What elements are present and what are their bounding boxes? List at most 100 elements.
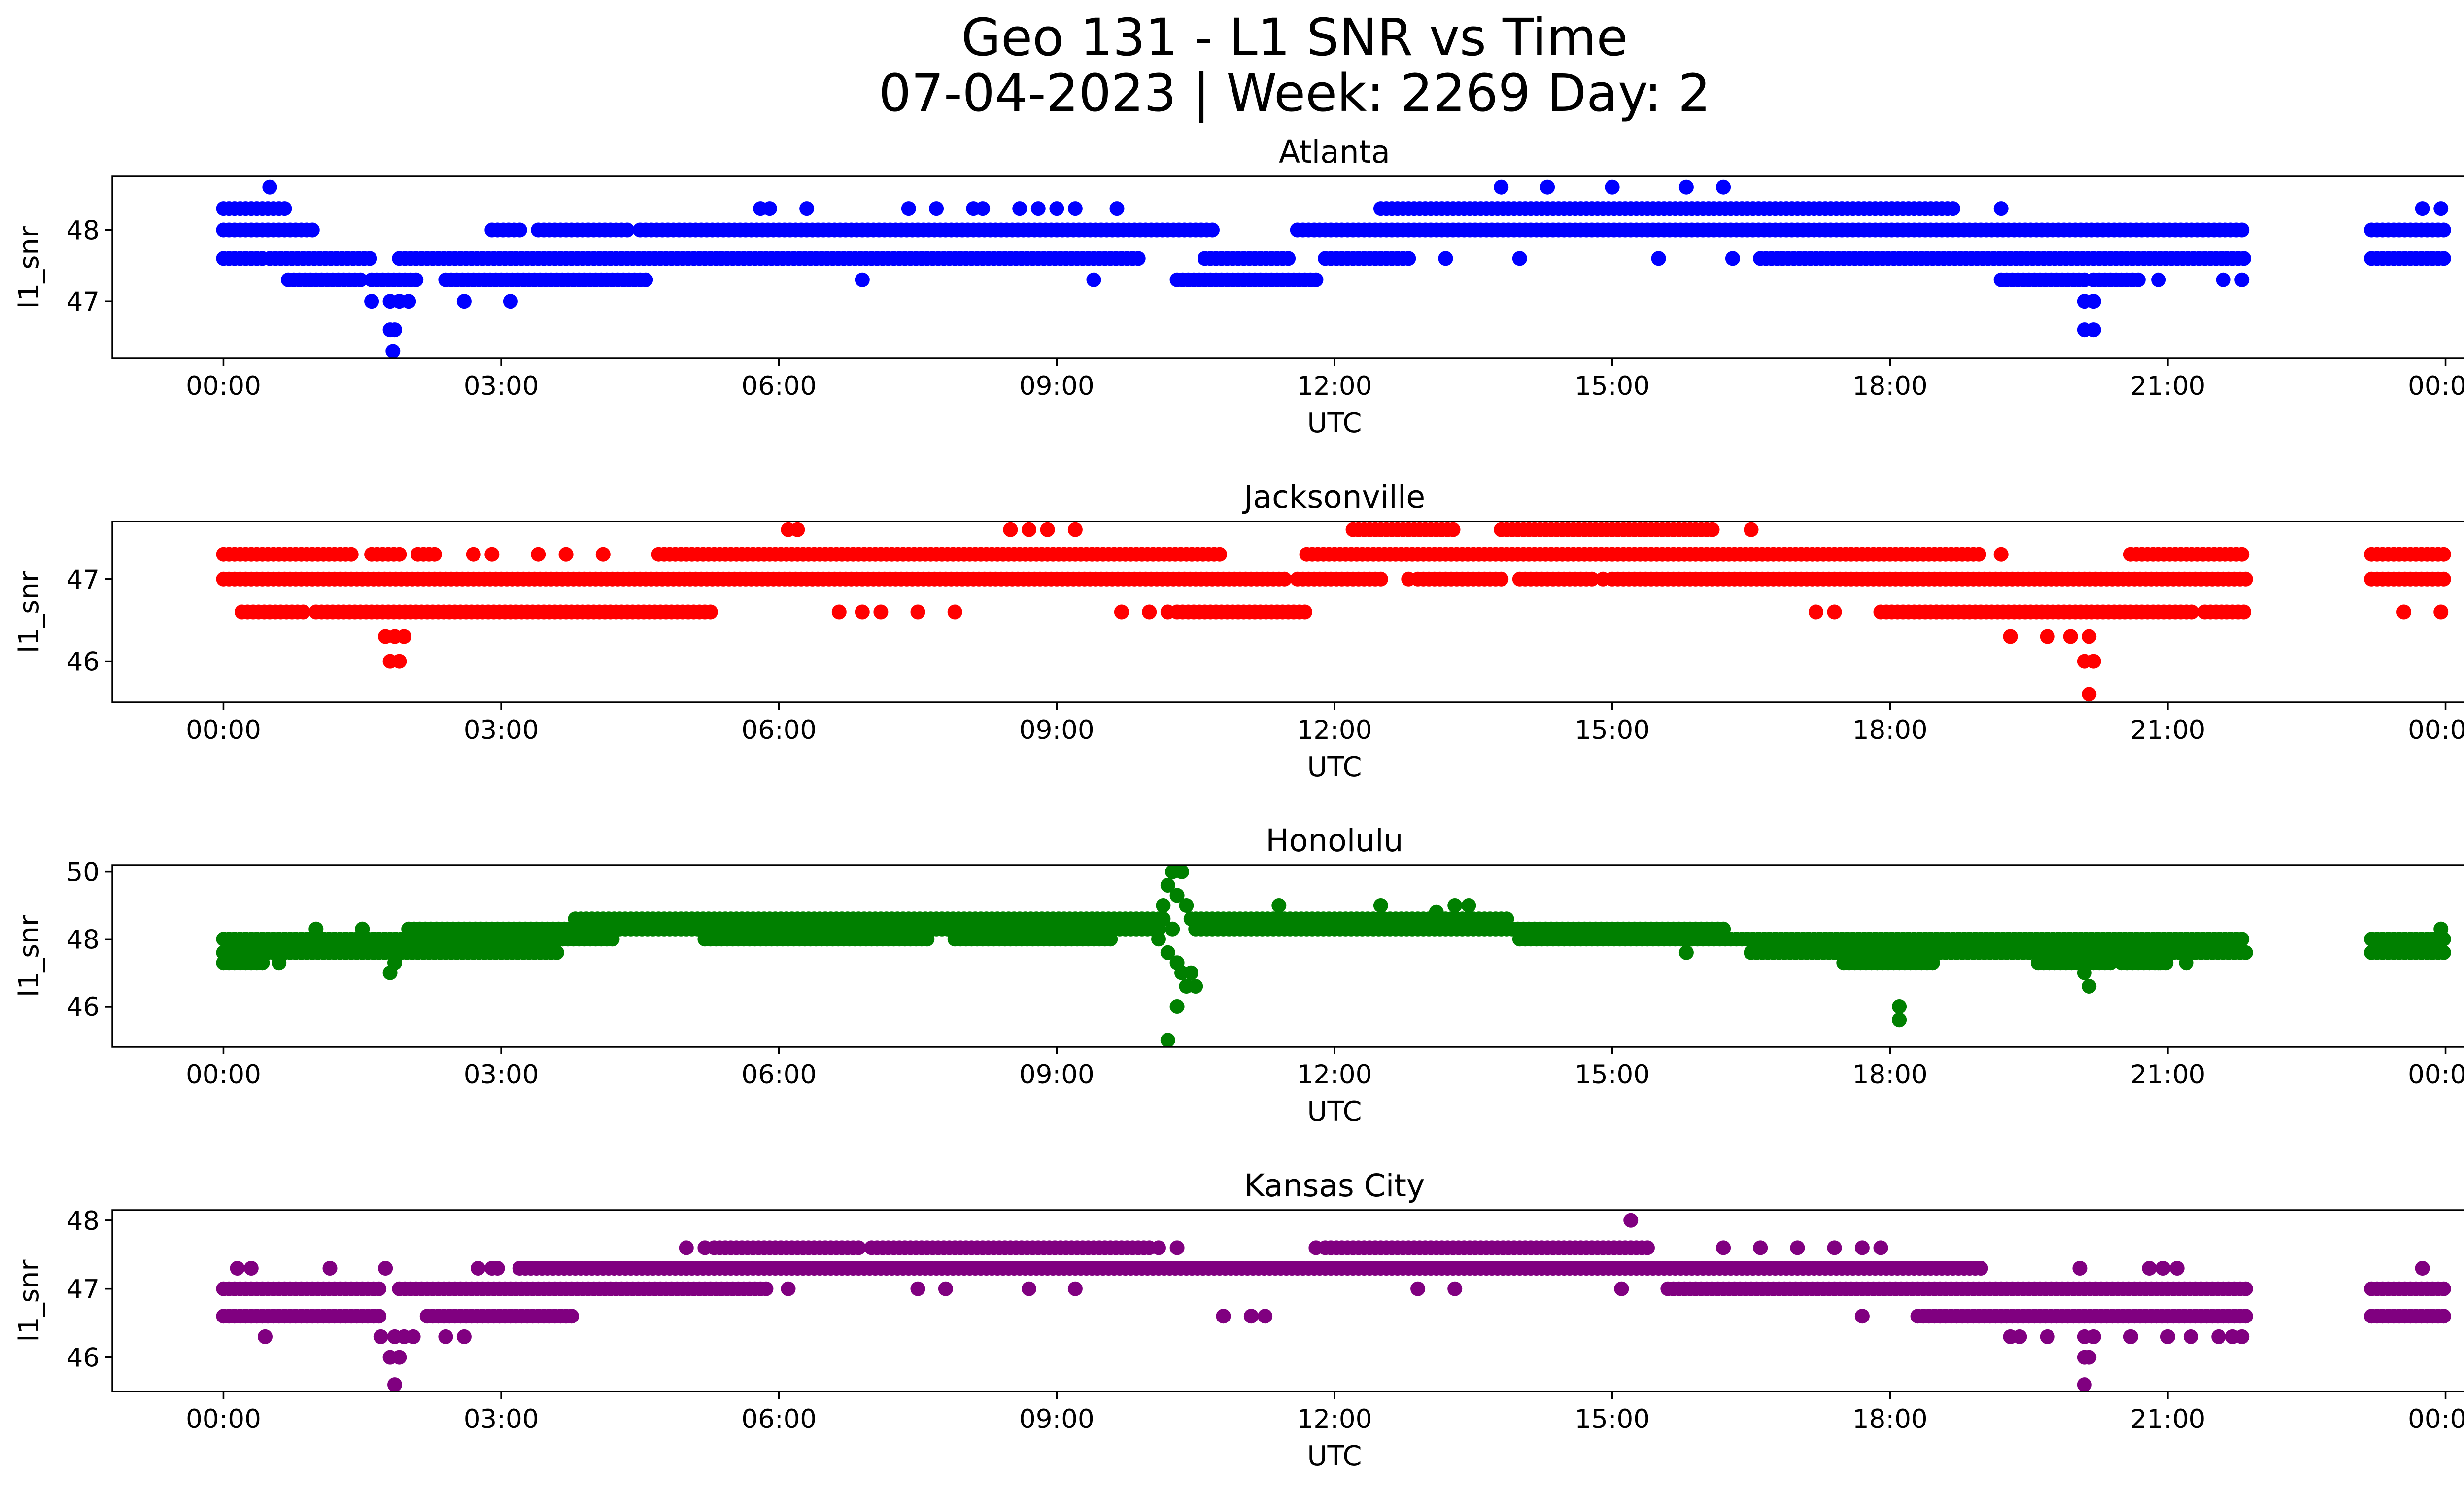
data-point xyxy=(2236,604,2251,620)
x-tick-label: 21:00 xyxy=(2130,1060,2206,1090)
data-point xyxy=(1447,1281,1463,1296)
scatter-series xyxy=(216,179,2451,359)
data-point xyxy=(1971,547,1986,562)
data-point xyxy=(2234,547,2250,562)
data-point xyxy=(2436,945,2451,960)
data-point xyxy=(1169,888,1185,903)
y-axis-label: l1_snr xyxy=(13,914,45,997)
data-point xyxy=(1614,1281,1629,1296)
data-point xyxy=(1183,911,1198,927)
data-point xyxy=(2130,272,2146,287)
data-point xyxy=(1022,1281,1036,1296)
x-tick-label: 06:00 xyxy=(741,1060,817,1090)
data-point xyxy=(1892,999,1907,1014)
data-point xyxy=(490,1261,505,1276)
x-tick-label: 15:00 xyxy=(1574,1404,1650,1434)
data-point xyxy=(258,1329,273,1344)
data-point xyxy=(1873,1240,1888,1255)
data-point xyxy=(1169,999,1185,1014)
data-point xyxy=(595,547,611,562)
y-tick-label: 46 xyxy=(67,647,100,677)
data-point xyxy=(2012,1329,2027,1344)
data-point xyxy=(456,1329,472,1344)
data-point xyxy=(1179,898,1194,913)
x-tick-label: 06:00 xyxy=(741,715,817,745)
data-point xyxy=(1640,1240,1655,1255)
data-point xyxy=(1160,878,1175,893)
data-point xyxy=(938,1281,953,1296)
x-tick-label: 03:00 xyxy=(464,371,539,401)
data-point xyxy=(1277,571,1292,587)
data-point xyxy=(409,272,424,287)
x-tick-label: 15:00 xyxy=(1574,371,1650,401)
data-point xyxy=(1012,201,1027,216)
data-point xyxy=(1401,251,1416,266)
data-point xyxy=(372,1309,387,1324)
data-point xyxy=(466,547,481,562)
data-point xyxy=(2003,629,2018,644)
data-point xyxy=(456,294,472,309)
data-point xyxy=(1373,898,1388,913)
data-point xyxy=(2415,1261,2430,1276)
data-point xyxy=(1678,179,1694,195)
data-point xyxy=(799,201,815,216)
data-point xyxy=(308,921,324,937)
x-tick-label: 09:00 xyxy=(1019,1404,1095,1434)
data-point xyxy=(1854,1240,1870,1255)
data-point xyxy=(2234,222,2250,238)
data-point xyxy=(1067,522,1083,537)
data-point xyxy=(2151,272,2166,287)
data-point xyxy=(1205,222,1220,238)
data-point xyxy=(438,1329,453,1344)
data-point xyxy=(1892,1012,1907,1028)
data-point xyxy=(2142,1261,2157,1276)
data-point xyxy=(1584,571,1600,587)
data-point xyxy=(387,322,402,338)
x-tick-label: 21:00 xyxy=(2130,1404,2206,1434)
data-point xyxy=(2151,955,2166,971)
data-point xyxy=(1461,898,1476,913)
data-point xyxy=(2436,251,2451,266)
scatter-series xyxy=(216,522,2451,702)
data-point xyxy=(2082,979,2097,994)
subplot-1: Jacksonville 00:00 03:00 06:00 09:00 12:00 15:… xyxy=(13,479,2464,783)
data-point xyxy=(1716,1240,1731,1255)
data-point xyxy=(2082,629,2097,644)
data-point xyxy=(1499,911,1514,927)
data-point xyxy=(1512,251,1527,266)
x-axis-label: UTC xyxy=(1307,1096,1362,1128)
data-point xyxy=(1160,604,1175,620)
data-point xyxy=(262,179,277,195)
data-point xyxy=(1494,571,1509,587)
x-tick-label: 00:00 xyxy=(2408,1060,2464,1090)
data-point xyxy=(558,547,574,562)
data-point xyxy=(2077,1377,2092,1392)
subplots: Atlanta 00:00 03:00 06:00 09:00 12:00 15:00 18:… xyxy=(13,134,2464,1472)
data-point xyxy=(638,272,653,287)
y-tick-label: 47 xyxy=(67,1275,100,1305)
data-point xyxy=(1022,522,1036,537)
data-point xyxy=(1142,604,1157,620)
data-point xyxy=(831,604,847,620)
subplot-title: Kansas City xyxy=(1244,1168,1425,1204)
subplot-2: Honolulu 00:00 03:00 06:00 09:00 12:00 15:00 18… xyxy=(13,823,2464,1128)
data-point xyxy=(1067,201,1083,216)
x-tick-label: 12:00 xyxy=(1297,715,1372,745)
x-tick-label: 09:00 xyxy=(1019,715,1095,745)
data-point xyxy=(679,1240,694,1255)
data-point xyxy=(277,201,292,216)
x-tick-label: 21:00 xyxy=(2130,715,2206,745)
data-point xyxy=(1160,1033,1175,1048)
x-tick-label: 00:00 xyxy=(186,715,261,745)
data-point xyxy=(1438,251,1453,266)
data-point xyxy=(2086,1329,2101,1344)
x-tick-label: 09:00 xyxy=(1019,1060,1095,1090)
data-point xyxy=(1174,864,1189,879)
data-point xyxy=(373,1329,388,1344)
data-point xyxy=(1410,1281,1426,1296)
data-point xyxy=(2238,945,2253,960)
x-tick-label: 06:00 xyxy=(741,371,817,401)
data-point xyxy=(1445,522,1461,537)
data-point xyxy=(2433,604,2449,620)
